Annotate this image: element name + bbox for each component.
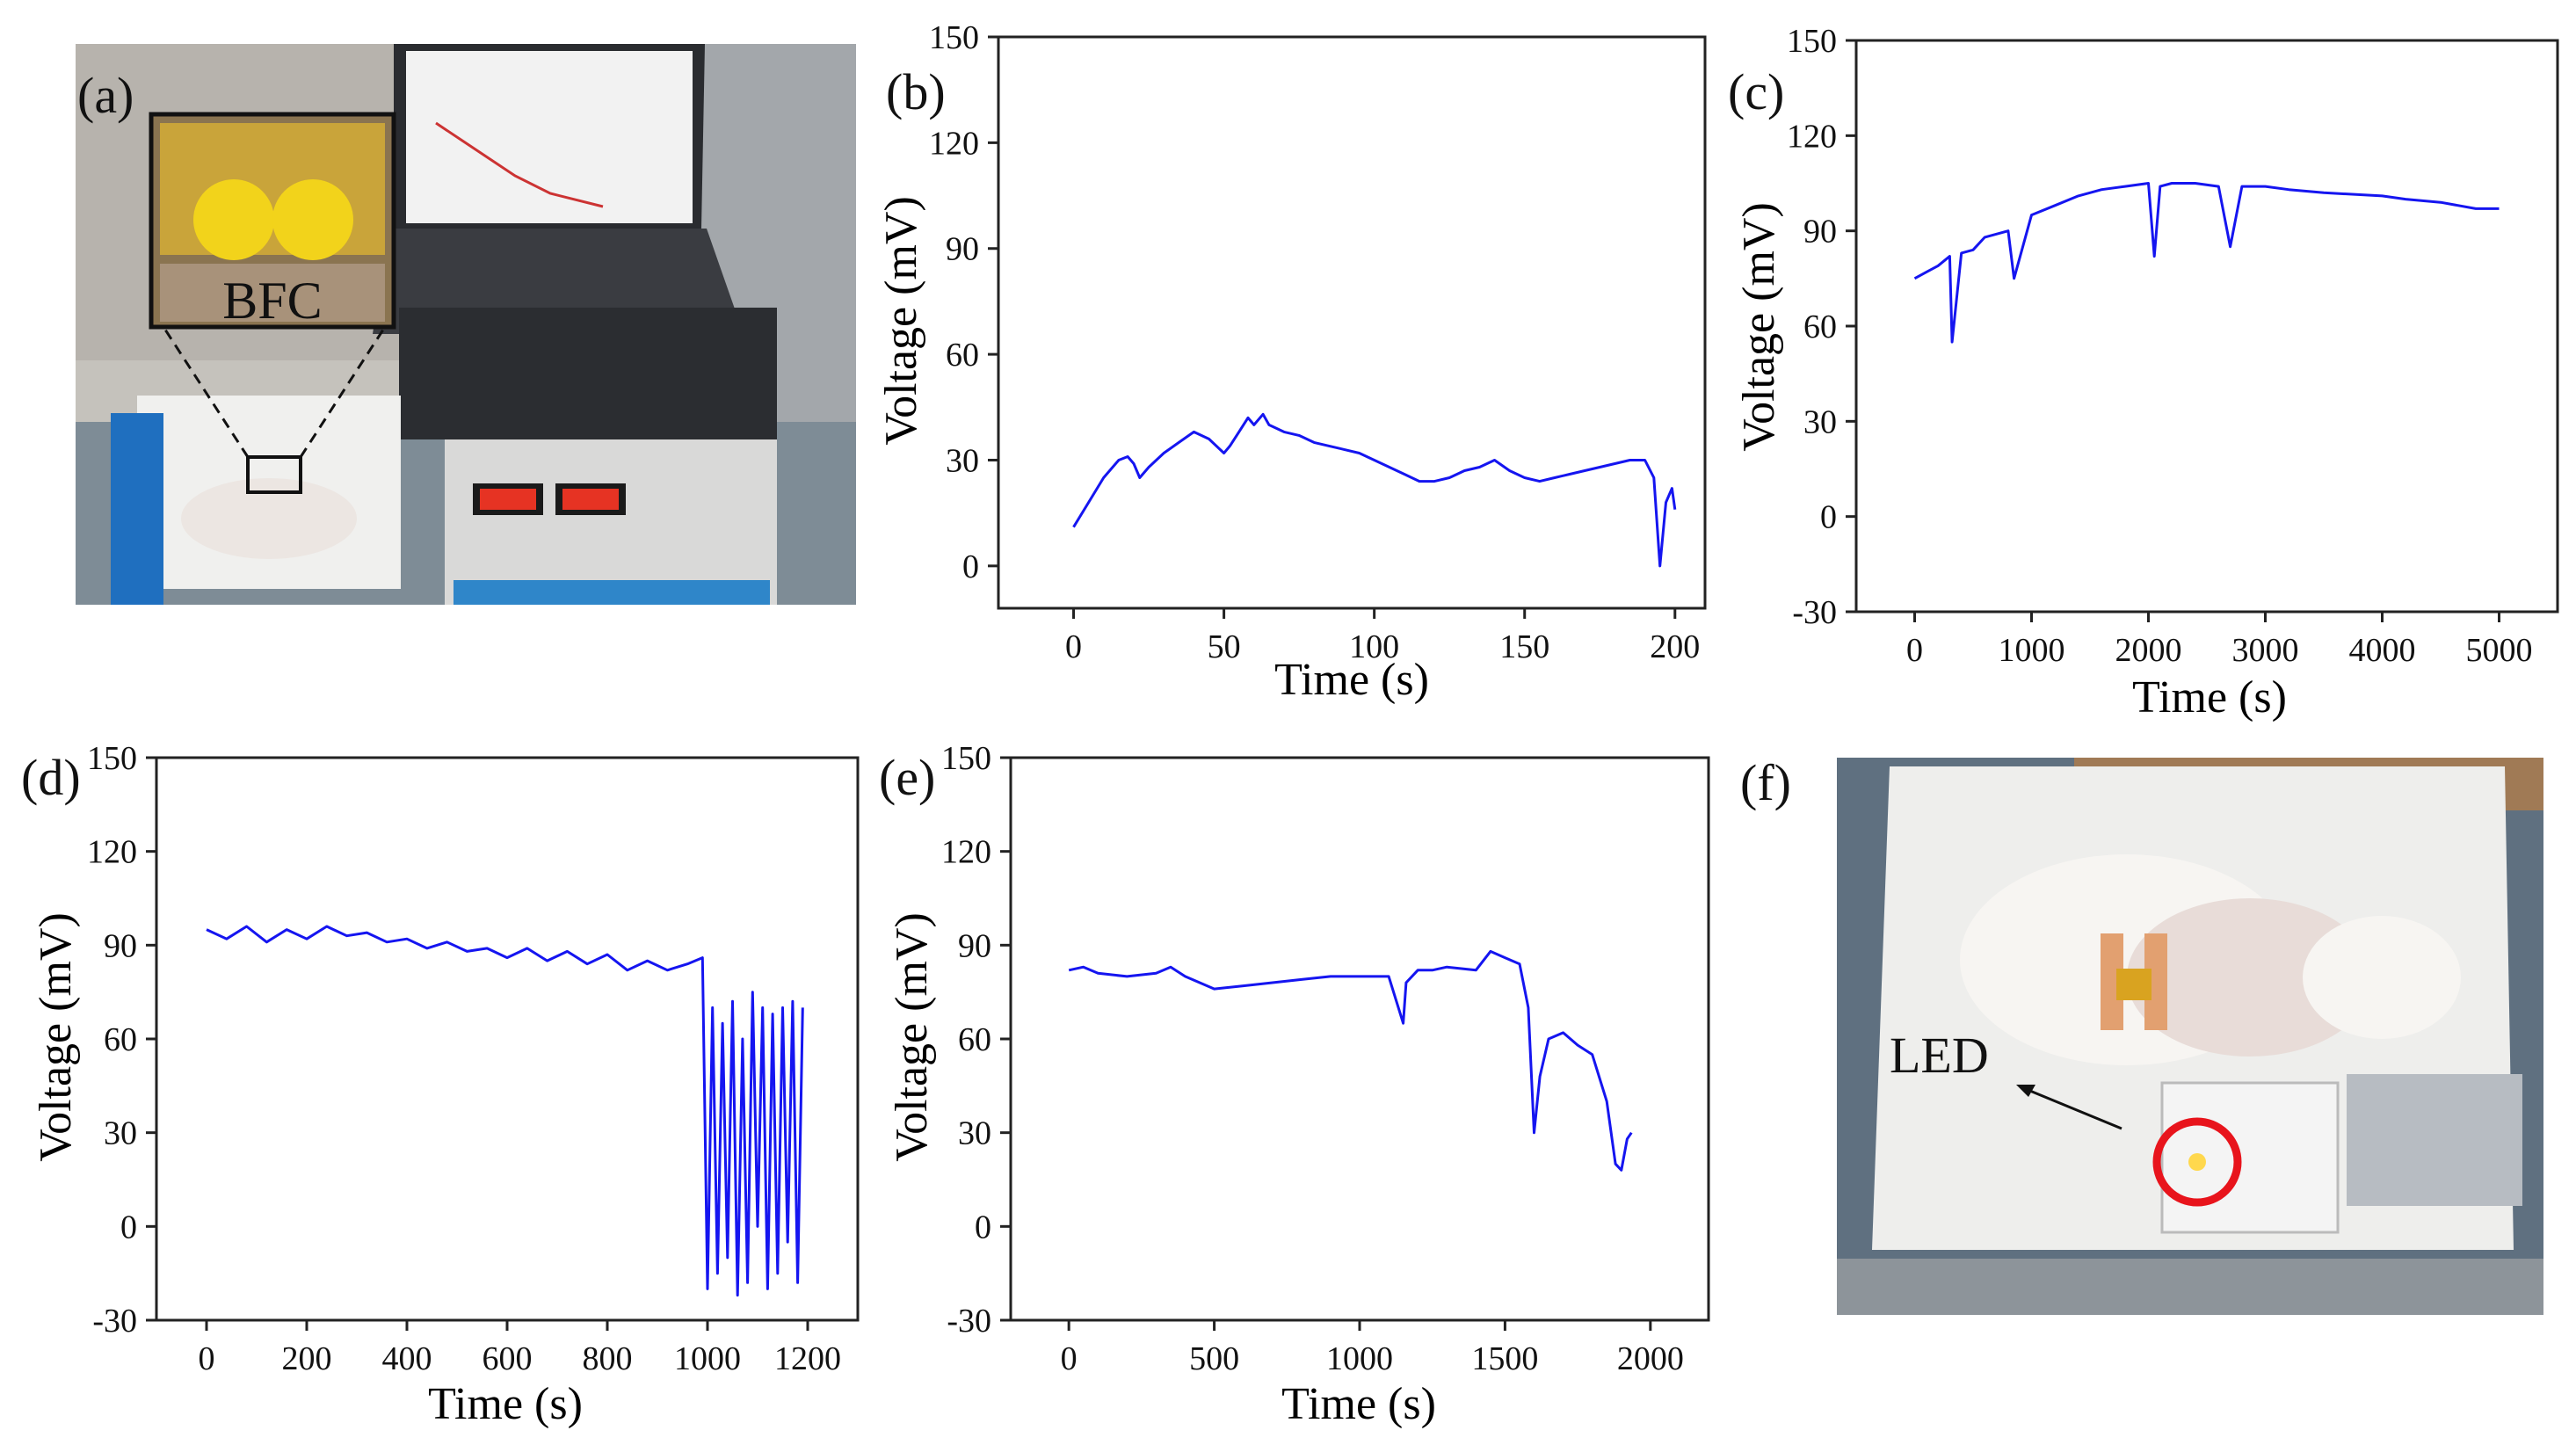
chart-b-xtick-label: 150	[1499, 628, 1549, 665]
chart-e-ytick-label: 0	[975, 1209, 991, 1245]
photo-f-led-demo: LED	[1837, 758, 2543, 1315]
chart-c-xtick-label: 3000	[2232, 632, 2299, 669]
chart-e-series-line-0	[1068, 949, 1633, 1172]
chart-c-ytick-label: 90	[1803, 214, 1837, 251]
chart-d-ytick-label: 30	[104, 1115, 137, 1152]
chart-b-xtick-label: 50	[1208, 628, 1241, 665]
led-highlight-circle	[2152, 1117, 2242, 1207]
chart-b-ylabel: Voltage (mV)	[876, 196, 926, 446]
photo-a-experimental-setup: BFC	[76, 44, 856, 605]
chart-d-ytick-label: 0	[120, 1209, 137, 1245]
chart-c-ytick-label: -30	[1792, 594, 1837, 631]
chart-b-xlabel: Time (s)	[1274, 655, 1429, 705]
chart-e-ytick-label: 150	[941, 740, 991, 777]
chart-c-xtick-label: 1000	[1999, 632, 2065, 669]
chart-e-xtick-label: 1000	[1326, 1340, 1393, 1377]
panel-label-d: (d)	[21, 749, 81, 806]
chart-d-xtick-label: 200	[282, 1340, 332, 1377]
chart-c-xtick-label: 2000	[2115, 632, 2182, 669]
chart-b-xtick-label: 100	[1349, 628, 1399, 665]
chart-d-xtick-label: 600	[483, 1340, 533, 1377]
chart-b-axes-frame	[997, 35, 1707, 610]
chart-e-xtick-label: 2000	[1617, 1340, 1684, 1377]
chart-c-ylabel: Voltage (mV)	[1734, 202, 1784, 452]
chart-d-ytick-label: 60	[104, 1021, 137, 1058]
chart-c-ytick-label: 30	[1803, 403, 1837, 440]
panel-label-e: (e)	[879, 749, 936, 806]
chart-b-xtick-label: 200	[1650, 628, 1700, 665]
chart-d-ytick-label: 120	[87, 834, 137, 871]
chart-d-xtick-label: 400	[382, 1340, 432, 1377]
chart-d-ytick-label: 90	[104, 927, 137, 964]
chart-d-xtick-label: 1200	[774, 1340, 841, 1377]
chart-b-ytick-label: 60	[946, 337, 979, 374]
chart-e-axes-frame	[1009, 756, 1710, 1322]
inset-label-bfc: BFC	[222, 272, 322, 330]
chart-b-ytick-label: 150	[929, 19, 979, 56]
chart-b-ytick-label: 30	[946, 442, 979, 479]
chart-b-ytick-label: 0	[962, 548, 979, 585]
chart-d-xtick-label: 1000	[674, 1340, 741, 1377]
panel-label-f: (f)	[1740, 754, 1791, 811]
chart-e-xtick-label: 0	[1061, 1340, 1078, 1377]
chart-c-ytick-label: 0	[1820, 499, 1837, 536]
chart-d-ylabel: Voltage (mV)	[31, 912, 81, 1162]
chart-c-ytick-label: 120	[1787, 118, 1837, 155]
photo-a-illustration: BFC	[76, 44, 856, 605]
chart-c-xtick-label: 5000	[2466, 632, 2533, 669]
chart-d-xlabel: Time (s)	[428, 1379, 583, 1429]
chart-e-ytick-label: 120	[941, 834, 991, 871]
chart-c-ytick-label: 60	[1803, 309, 1837, 345]
chart-d-ytick-label: -30	[92, 1303, 137, 1340]
chart-e-ytick-label: 60	[958, 1021, 991, 1058]
chart-b-ytick-label: 120	[929, 125, 979, 162]
chart-b-ytick-label: 90	[946, 231, 979, 268]
chart-e-ylabel: Voltage (mV)	[887, 912, 937, 1162]
chart-c-xtick-label: 0	[1906, 632, 1923, 669]
chart-c-ytick-label: 150	[1787, 23, 1837, 60]
photo-f-illustration	[1837, 758, 2543, 1315]
chart-c-xtick-label: 4000	[2349, 632, 2416, 669]
chart-e-ytick-label: -30	[947, 1303, 991, 1340]
chart-d-series-line-0	[206, 925, 804, 1297]
panel-label-b: (b)	[886, 63, 946, 120]
chart-d-ytick-label: 150	[87, 740, 137, 777]
panel-label-c: (c)	[1728, 63, 1785, 120]
chart-c-xlabel: Time (s)	[2132, 672, 2287, 722]
chart-e-xlabel: Time (s)	[1281, 1379, 1436, 1429]
chart-d-xtick-label: 800	[583, 1340, 633, 1377]
led-annotation: LED	[1890, 1027, 1989, 1084]
chart-b-series-line-0	[1072, 412, 1677, 568]
chart-d-xtick-label: 0	[199, 1340, 215, 1377]
chart-c-series-line-0	[1913, 182, 2500, 344]
chart-e-xtick-label: 500	[1189, 1340, 1239, 1377]
chart-b-xtick-label: 0	[1065, 628, 1082, 665]
chart-e-ytick-label: 30	[958, 1115, 991, 1152]
chart-e-xtick-label: 1500	[1471, 1340, 1538, 1377]
panel-label-a: (a)	[77, 67, 134, 124]
chart-e-ytick-label: 90	[958, 927, 991, 964]
